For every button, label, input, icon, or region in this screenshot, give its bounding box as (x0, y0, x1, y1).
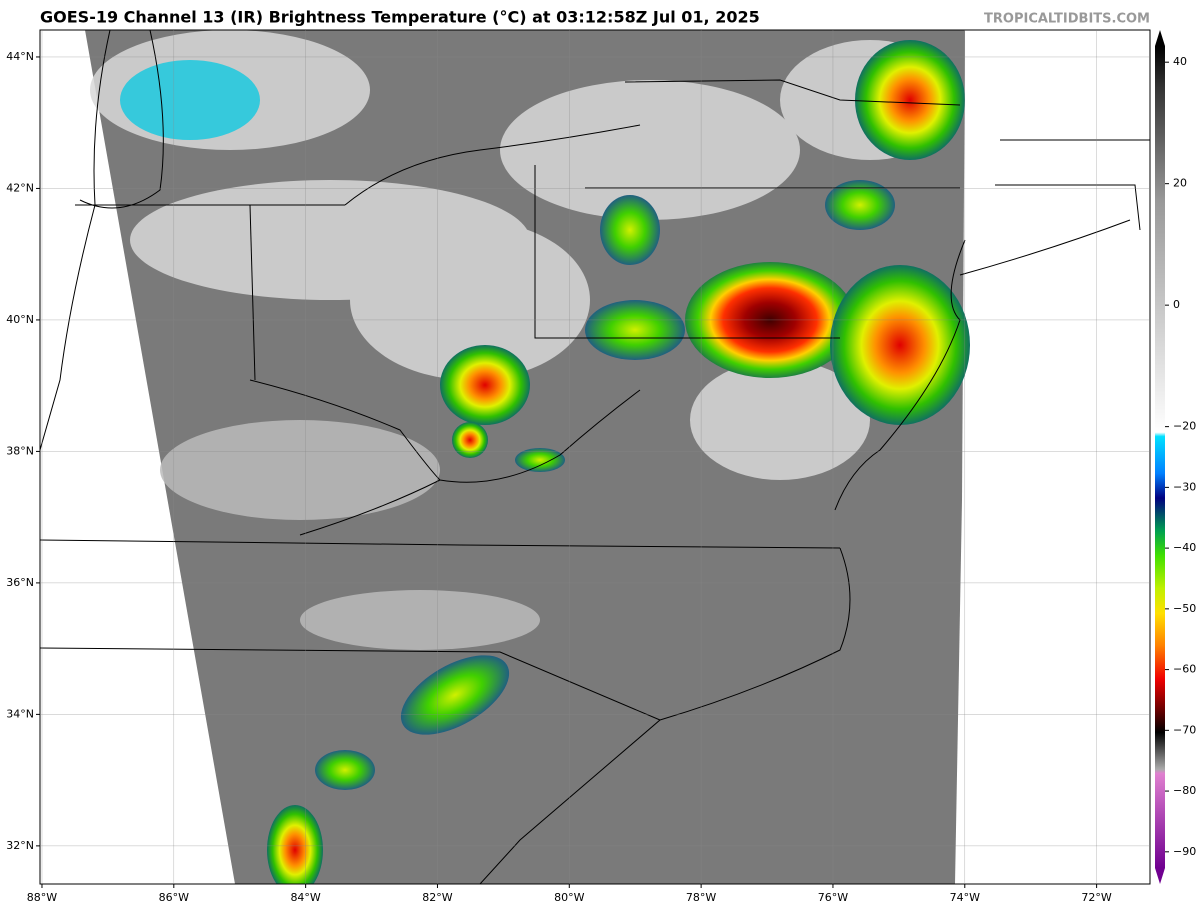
storm (440, 345, 530, 425)
storm (267, 805, 323, 884)
colorbar-extend (1155, 30, 1165, 46)
source: TROPICALTIDBITS.COM (984, 12, 1150, 27)
lat-label: 34°N (6, 707, 34, 720)
lat-label: 42°N (6, 181, 34, 194)
colorbar-label: −50 (1173, 602, 1196, 615)
lon-label: 74°W (950, 891, 980, 904)
storm (452, 422, 488, 458)
storm (830, 265, 970, 425)
lat-label: 44°N (6, 50, 34, 63)
cold-cloud (120, 60, 260, 140)
colorbar-extend (1155, 868, 1165, 884)
storm (400, 655, 510, 735)
colorbar (1155, 46, 1165, 868)
map-frame (39, 29, 1151, 885)
storm (585, 300, 685, 360)
lon-label: 86°W (159, 891, 189, 904)
colorbar-label: 0 (1173, 298, 1180, 311)
colorbar-label: −20 (1173, 420, 1196, 433)
lon-label: 82°W (422, 891, 452, 904)
lon-label: 72°W (1081, 891, 1111, 904)
colorbar-label: 20 (1173, 177, 1187, 190)
colorbar-label: −90 (1173, 845, 1196, 858)
storm (600, 195, 660, 265)
lon-label: 76°W (818, 891, 848, 904)
colorbar-label: −70 (1173, 723, 1196, 736)
colorbar-label: −60 (1173, 663, 1196, 676)
satellite-image (40, 30, 1150, 884)
storm (515, 448, 565, 472)
colorbar-label: −40 (1173, 541, 1196, 554)
lat-label: 40°N (6, 313, 34, 326)
lat-label: 38°N (6, 444, 34, 457)
storm (825, 180, 895, 230)
title: GOES-19 Channel 13 (IR) Brightness Tempe… (40, 8, 760, 27)
lon-label: 80°W (554, 891, 584, 904)
lon-label: 84°W (290, 891, 320, 904)
storm (315, 750, 375, 790)
lat-label: 36°N (6, 576, 34, 589)
clouds (90, 30, 960, 650)
colorbar-label: 40 (1173, 55, 1187, 68)
colorbar-label: −30 (1173, 480, 1196, 493)
storm (855, 40, 965, 160)
colorbar-label: −80 (1173, 784, 1196, 797)
borders (40, 30, 1150, 884)
lon-label: 78°W (686, 891, 716, 904)
lat-label: 32°N (6, 839, 34, 852)
lon-label: 88°W (27, 891, 57, 904)
